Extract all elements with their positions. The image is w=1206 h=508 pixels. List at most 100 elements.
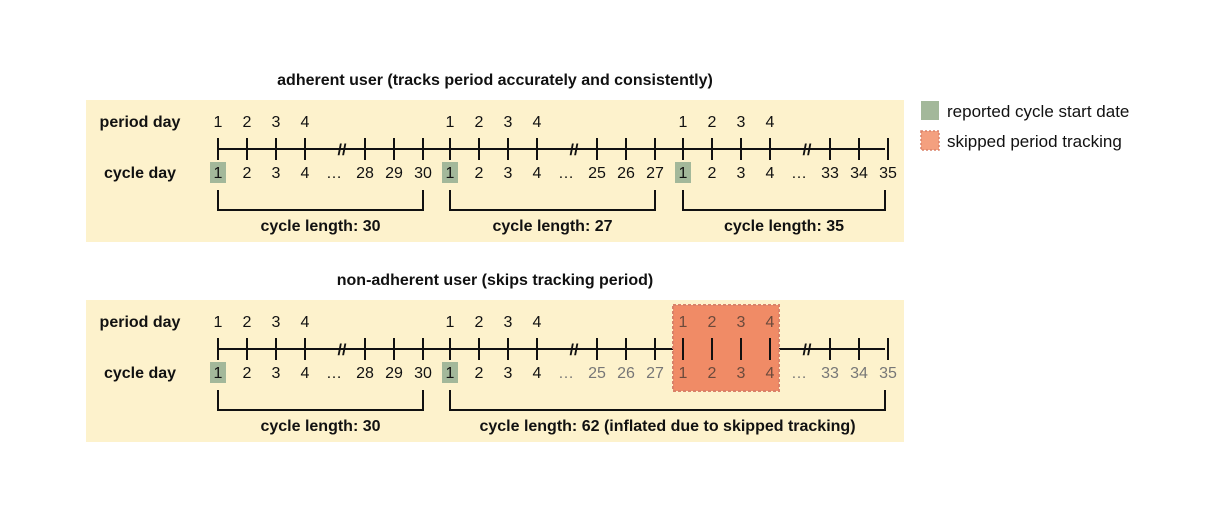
cycle-length-bracket [449, 190, 656, 211]
cycle-day-number: 3 [504, 165, 513, 182]
cycle-day-number: 2 [243, 365, 252, 382]
period-day-label: period day [100, 114, 181, 131]
period-day-number: 4 [301, 314, 310, 331]
panel-title: non-adherent user (skips tracking period… [337, 272, 654, 289]
cycle-day-number: 29 [385, 365, 403, 382]
cycle-length-bracket [682, 190, 886, 211]
cycle-day-number: 3 [737, 165, 746, 182]
cycle-day-number: 25 [588, 165, 606, 182]
period-day-number: 2 [708, 314, 717, 331]
period-day-label: period day [100, 314, 181, 331]
cycle-start-marker [210, 162, 226, 183]
cycle-day-number: 4 [766, 165, 775, 182]
timeline-break-mark: // [338, 342, 347, 359]
cycle-start-marker [210, 362, 226, 383]
cycle-day-number: 34 [850, 165, 868, 182]
cycle-day-number: 27 [646, 165, 664, 182]
legend-label: reported cycle start date [947, 102, 1129, 121]
period-day-number: 1 [446, 114, 455, 131]
cycle-length-label: cycle length: 27 [492, 218, 612, 235]
cycle-day-label: cycle day [104, 365, 176, 382]
cycle-day-number: 35 [879, 165, 897, 182]
cycle-ellipsis: … [791, 165, 807, 182]
cycle-length-label: cycle length: 30 [260, 418, 380, 435]
legend-swatch-start-date [921, 101, 939, 120]
cycle-length-bracket [217, 390, 424, 411]
panel-adherent: adherent user (tracks period accurately … [86, 72, 904, 242]
cycle-day-number: 28 [356, 165, 374, 182]
cycle-ellipsis: … [558, 365, 574, 382]
period-day-number: 4 [301, 114, 310, 131]
cycle-day-number: 25 [588, 365, 606, 382]
cycle-day-number: 1 [214, 165, 223, 182]
period-day-number: 1 [214, 114, 223, 131]
cycle-day-number: 2 [708, 365, 717, 382]
period-day-number: 2 [243, 114, 252, 131]
cycle-length-bracket [217, 190, 424, 211]
period-day-number: 3 [504, 314, 513, 331]
cycle-ellipsis: … [558, 165, 574, 182]
cycle-length-label: cycle length: 62 (inflated due to skippe… [479, 418, 855, 435]
cycle-length-bracket [449, 390, 886, 411]
timeline-break-mark: // [570, 142, 579, 159]
period-day-number: 2 [708, 114, 717, 131]
cycle-day-number: 27 [646, 365, 664, 382]
panel-title: adherent user (tracks period accurately … [277, 72, 713, 89]
timeline-break-mark: // [803, 342, 812, 359]
timeline-break-mark: // [803, 142, 812, 159]
cycle-day-number: 35 [879, 365, 897, 382]
cycle-day-number: 4 [301, 365, 310, 382]
period-day-number: 4 [766, 314, 775, 331]
cycle-day-number: 3 [737, 365, 746, 382]
cycle-day-number: 3 [504, 365, 513, 382]
period-day-number: 3 [737, 314, 746, 331]
legend-swatch-skipped [920, 130, 940, 151]
legend-label: skipped period tracking [947, 132, 1122, 151]
period-day-number: 3 [272, 114, 281, 131]
timeline-break-mark: // [338, 142, 347, 159]
period-day-number: 4 [533, 314, 542, 331]
cycle-day-number: 34 [850, 365, 868, 382]
cycle-day-number: 26 [617, 365, 635, 382]
cycle-day-number: 26 [617, 165, 635, 182]
cycle-day-number: 2 [708, 165, 717, 182]
legend: reported cycle start date skipped period … [920, 101, 1129, 151]
cycle-ellipsis: … [326, 365, 342, 382]
period-day-number: 2 [475, 114, 484, 131]
cycle-day-number: 33 [821, 365, 839, 382]
cycle-day-number: 29 [385, 165, 403, 182]
cycle-day-number: 3 [272, 165, 281, 182]
cycle-day-number: 1 [679, 165, 688, 182]
cycle-day-number: 1 [214, 365, 223, 382]
period-day-number: 1 [679, 114, 688, 131]
cycle-day-number: 4 [301, 165, 310, 182]
timeline-break-mark: // [570, 342, 579, 359]
cycle-start-marker [442, 362, 458, 383]
period-day-number: 3 [504, 114, 513, 131]
period-day-number: 1 [446, 314, 455, 331]
cycle-day-number: 28 [356, 365, 374, 382]
cycle-day-label: cycle day [104, 165, 176, 182]
cycle-day-number: 2 [475, 365, 484, 382]
cycle-day-number: 4 [533, 365, 542, 382]
period-day-number: 2 [243, 314, 252, 331]
cycle-length-label: cycle length: 30 [260, 218, 380, 235]
period-day-number: 2 [475, 314, 484, 331]
cycle-day-number: 30 [414, 365, 432, 382]
cycle-day-number: 1 [446, 165, 455, 182]
cycle-ellipsis: … [326, 165, 342, 182]
skipped-period-box [672, 304, 780, 392]
cycle-ellipsis: … [791, 365, 807, 382]
cycle-day-number: 33 [821, 165, 839, 182]
period-day-number: 1 [214, 314, 223, 331]
panel-non-adherent: non-adherent user (skips tracking period… [86, 272, 904, 442]
cycle-start-marker [675, 162, 691, 183]
cycle-day-number: 4 [766, 365, 775, 382]
cycle-day-number: 3 [272, 365, 281, 382]
cycle-day-number: 1 [446, 365, 455, 382]
period-day-number: 4 [533, 114, 542, 131]
period-day-number: 1 [679, 314, 688, 331]
period-day-number: 4 [766, 114, 775, 131]
cycle-day-number: 2 [475, 165, 484, 182]
cycle-day-number: 2 [243, 165, 252, 182]
